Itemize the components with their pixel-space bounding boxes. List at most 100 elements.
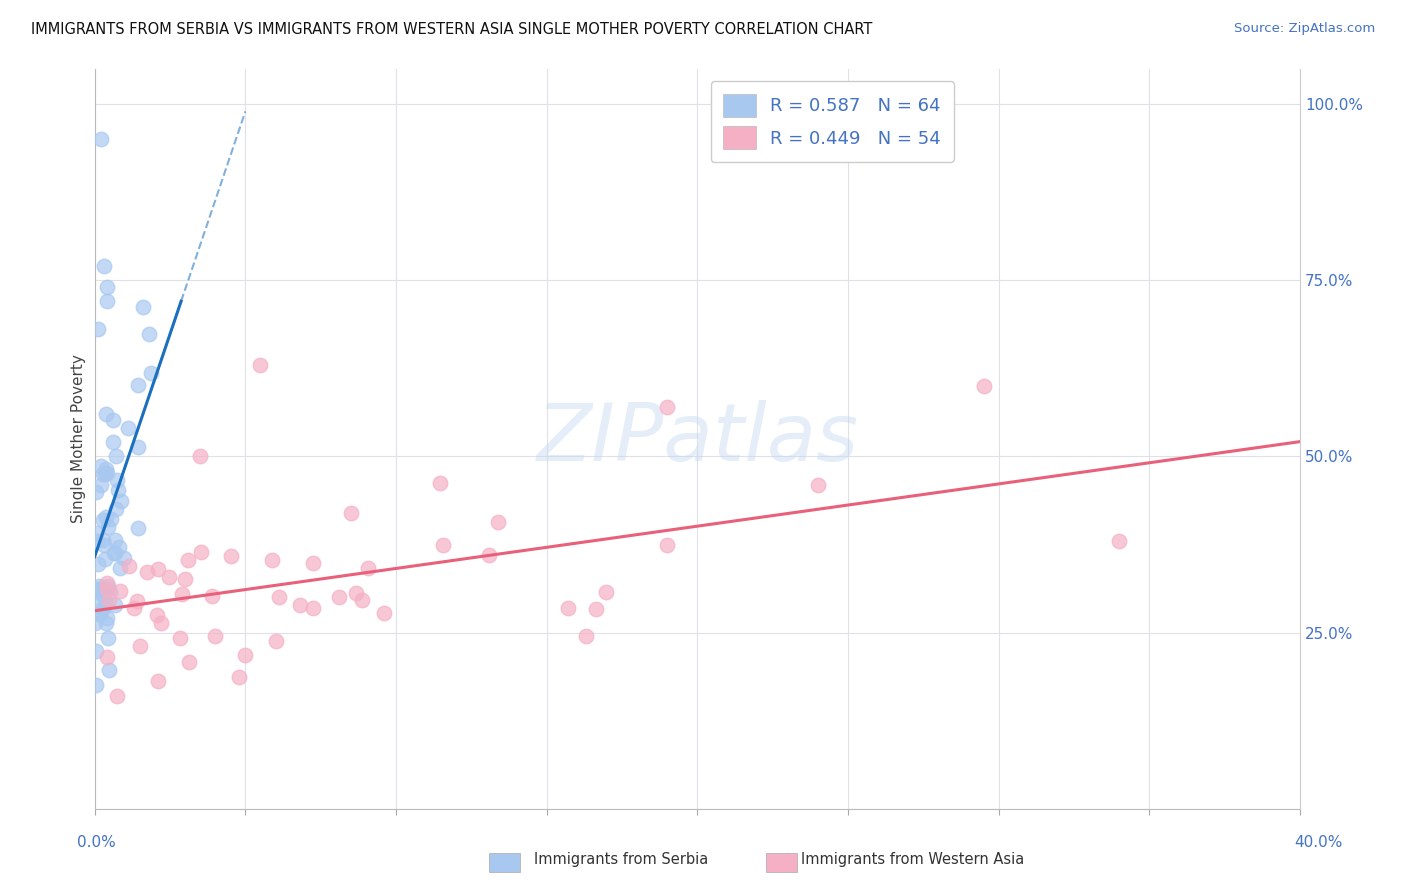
Point <box>84 485 107 500</box>
Point <box>127 378 149 392</box>
Point <box>105 501 128 516</box>
Point <box>101 435 124 450</box>
Point <box>84 582 107 596</box>
Point <box>105 473 128 487</box>
Point <box>204 629 226 643</box>
Point <box>108 584 131 599</box>
Point <box>429 475 451 490</box>
Point <box>432 538 454 552</box>
Point <box>249 358 271 372</box>
Point <box>89 607 111 621</box>
Point <box>107 483 129 497</box>
Point <box>110 494 132 508</box>
Point <box>93 538 115 552</box>
Point <box>96 575 118 590</box>
Point <box>94 551 117 566</box>
Point <box>267 590 290 604</box>
Point <box>108 540 131 554</box>
Point <box>94 596 117 610</box>
Point <box>91 513 114 527</box>
Point <box>87 579 110 593</box>
Point <box>96 611 118 625</box>
Point <box>157 570 180 584</box>
Text: 0.0%: 0.0% <box>77 836 117 850</box>
Point <box>87 557 110 571</box>
Point <box>1108 534 1130 549</box>
Point <box>478 548 501 562</box>
Text: IMMIGRANTS FROM SERBIA VS IMMIGRANTS FROM WESTERN ASIA SINGLE MOTHER POVERTY COR: IMMIGRANTS FROM SERBIA VS IMMIGRANTS FRO… <box>31 22 872 37</box>
Point <box>96 294 118 309</box>
Point <box>91 533 114 547</box>
Point <box>328 590 350 604</box>
Text: Immigrants from Western Asia: Immigrants from Western Asia <box>801 853 1025 867</box>
Point <box>190 545 212 559</box>
Text: ZIPatlas: ZIPatlas <box>536 400 859 478</box>
Point <box>86 526 108 541</box>
Point <box>84 678 107 692</box>
Point <box>179 655 201 669</box>
Point <box>104 546 127 560</box>
Point <box>90 478 112 492</box>
Point <box>135 565 157 579</box>
Point <box>357 560 380 574</box>
Point <box>127 441 149 455</box>
Point <box>233 648 256 663</box>
Point <box>132 300 155 314</box>
Point <box>90 583 112 598</box>
Point <box>138 326 160 341</box>
Point <box>344 586 367 600</box>
Point <box>557 601 579 615</box>
Point <box>340 506 363 520</box>
Point <box>93 582 115 597</box>
Legend: R = 0.587   N = 64, R = 0.449   N = 54: R = 0.587 N = 64, R = 0.449 N = 54 <box>710 81 953 162</box>
Point <box>94 615 117 630</box>
Point <box>96 582 118 596</box>
Point <box>84 644 107 658</box>
Point <box>585 602 607 616</box>
Point <box>104 450 127 464</box>
Point <box>174 572 197 586</box>
Point <box>575 629 598 643</box>
Point <box>90 459 112 474</box>
Point <box>104 598 127 612</box>
Point <box>127 521 149 535</box>
Point <box>98 593 121 607</box>
Point <box>117 420 139 434</box>
Point <box>96 280 118 294</box>
Point <box>93 259 115 273</box>
Point <box>118 558 141 573</box>
Point <box>177 552 200 566</box>
Text: Immigrants from Serbia: Immigrants from Serbia <box>534 853 709 867</box>
Point <box>94 462 117 476</box>
Point <box>98 585 121 599</box>
Point <box>96 649 118 664</box>
Point <box>87 607 110 622</box>
Point <box>97 520 120 534</box>
Point <box>97 579 120 593</box>
Point <box>973 379 995 393</box>
Text: 40.0%: 40.0% <box>1295 836 1343 850</box>
Point <box>87 322 110 336</box>
Point <box>97 631 120 645</box>
Point <box>219 549 242 564</box>
Point <box>148 562 170 576</box>
Point <box>172 586 194 600</box>
Point <box>657 400 679 414</box>
Point <box>657 539 679 553</box>
Point <box>373 606 395 620</box>
Point <box>89 598 111 612</box>
Point <box>101 413 124 427</box>
Point <box>139 366 162 380</box>
Point <box>807 477 830 491</box>
Point <box>125 594 148 608</box>
Point <box>98 663 121 677</box>
Y-axis label: Single Mother Poverty: Single Mother Poverty <box>72 354 86 524</box>
Point <box>146 673 169 688</box>
Point <box>228 670 250 684</box>
Point <box>94 407 117 421</box>
Point <box>93 467 115 482</box>
Point <box>103 546 125 560</box>
Point <box>91 601 114 615</box>
Point <box>201 589 224 603</box>
Point <box>169 632 191 646</box>
